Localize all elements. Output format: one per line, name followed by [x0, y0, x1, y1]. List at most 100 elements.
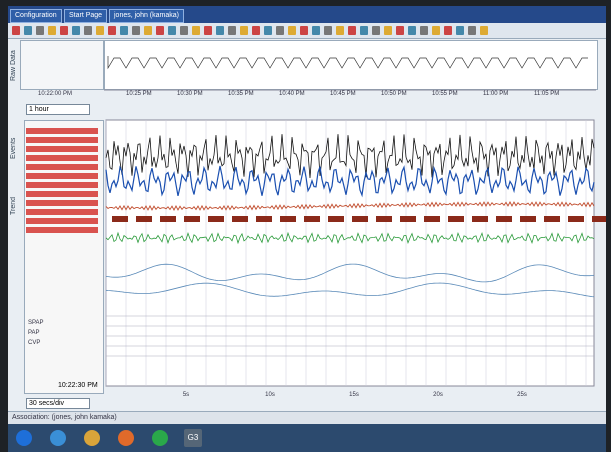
toolbar-icon	[348, 26, 356, 35]
channel-label: PAP	[28, 330, 40, 336]
toolbar-icon	[216, 26, 224, 35]
toolbar-icon	[360, 26, 368, 35]
marker	[112, 216, 128, 222]
marker	[352, 216, 368, 222]
timeline-label: 10:50 PM	[381, 91, 407, 97]
timeline-label: 10:40 PM	[279, 91, 305, 97]
channel-row	[26, 209, 98, 215]
marker	[520, 216, 536, 222]
toolbar-icon	[432, 26, 440, 35]
marker	[256, 216, 272, 222]
timeline-label: 10:35 PM	[228, 91, 254, 97]
raw-strip	[104, 40, 598, 90]
channel-row	[26, 200, 98, 206]
chart-bg	[105, 119, 595, 387]
toolbar-icon	[420, 26, 428, 35]
toolbar-icon	[264, 26, 272, 35]
raw-time: 10:22:00 PM	[38, 91, 72, 97]
toolbar-icon	[240, 26, 248, 35]
toolbar-icon	[180, 26, 188, 35]
channel-label: SPAP	[28, 320, 44, 326]
toolbar-icon	[132, 26, 140, 35]
toolbar-icon	[168, 26, 176, 35]
axis-label: 15s	[349, 392, 359, 398]
toolbar-icon	[144, 26, 152, 35]
toolbar-icon	[480, 26, 488, 35]
channel-row	[26, 137, 98, 143]
marker	[568, 216, 584, 222]
toolbar-icon	[444, 26, 452, 35]
toolbar-icon	[192, 26, 200, 35]
side-tab[interactable]: Events	[10, 137, 17, 159]
marker	[160, 216, 176, 222]
scale-select[interactable]: 30 secs/div	[26, 398, 90, 409]
toolbar-icon	[72, 26, 80, 35]
channel-row	[26, 128, 98, 134]
raw-panel	[20, 40, 104, 90]
axis-label: 25s	[517, 392, 527, 398]
taskbar-icon	[84, 430, 100, 446]
toolbar-icon	[312, 26, 320, 35]
toolbar-icon	[300, 26, 308, 35]
axis-label: 20s	[433, 392, 443, 398]
axis-label: 10s	[265, 392, 275, 398]
toolbar-icon	[12, 26, 20, 35]
toolbar-icon	[252, 26, 260, 35]
toolbar-icon	[324, 26, 332, 35]
channel-label: CVP	[28, 340, 40, 346]
marker	[400, 216, 416, 222]
marker	[136, 216, 152, 222]
toolbar-icon	[396, 26, 404, 35]
timeline-label: 11:05 PM	[534, 91, 559, 97]
channel-row	[26, 227, 98, 233]
tab[interactable]: Start Page	[64, 9, 108, 23]
timeline-label: 10:30 PM	[177, 91, 203, 97]
toolbar-icon	[384, 26, 392, 35]
taskbar-icon	[16, 430, 32, 446]
channel-row	[26, 164, 98, 170]
channel-row	[26, 182, 98, 188]
marker	[544, 216, 560, 222]
taskbar	[8, 424, 606, 452]
timeline-label: 10:55 PM	[432, 91, 458, 97]
waveform	[105, 263, 595, 283]
marker	[184, 216, 200, 222]
toolbar-icon	[24, 26, 32, 35]
taskbar-button	[184, 429, 202, 447]
toolbar-icon	[468, 26, 476, 35]
side-tab[interactable]: Trend	[10, 196, 17, 216]
screen: 1 hour 10:22:30 PM 30 secs/div Associati…	[8, 6, 606, 452]
toolbar-icon	[288, 26, 296, 35]
toolbar-icon	[228, 26, 236, 35]
waveform	[105, 201, 595, 211]
marker	[424, 216, 440, 222]
toolbar-icon	[120, 26, 128, 35]
main-time: 10:22:30 PM	[58, 382, 98, 389]
marker	[472, 216, 488, 222]
channel-row	[26, 146, 98, 152]
chart-area: 10:22:00 PM 10:25 PM 10:30 PM 10:35 PM 10:40…	[12, 26, 606, 447]
toolbar-icon	[372, 26, 380, 35]
raw-signal	[107, 56, 588, 70]
channel-row	[26, 191, 98, 197]
toolbar-icon	[84, 26, 92, 35]
waveform	[105, 231, 595, 245]
marker	[376, 216, 392, 222]
channel-row	[26, 218, 98, 224]
channel-row	[26, 155, 98, 161]
marker	[496, 216, 512, 222]
channel-row	[26, 173, 98, 179]
toolbar-icon	[336, 26, 344, 35]
side-tab[interactable]: Raw Data	[10, 50, 17, 82]
marker	[304, 216, 320, 222]
marker	[280, 216, 296, 222]
taskbar-icon	[118, 430, 134, 446]
toolbar-icon	[408, 26, 416, 35]
tab[interactable]: jones, john (kamaka)	[109, 9, 184, 23]
tab[interactable]: Configuration	[10, 9, 62, 23]
range-select[interactable]: 1 hour	[26, 104, 90, 115]
taskbar-icon	[50, 430, 66, 446]
marker	[208, 216, 224, 222]
toolbar-icon	[96, 26, 104, 35]
